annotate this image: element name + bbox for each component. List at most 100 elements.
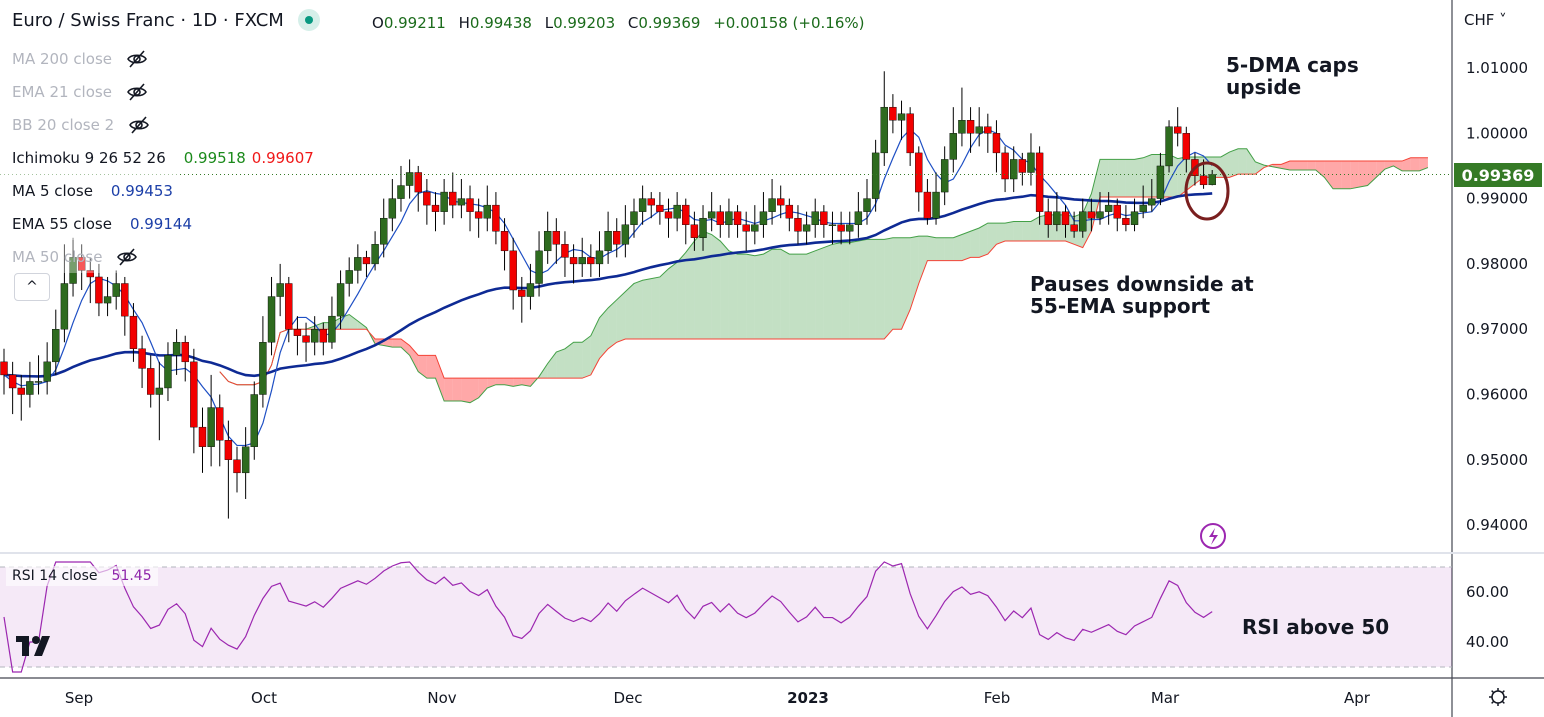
candle-body bbox=[310, 329, 319, 343]
legend-row[interactable]: MA 5 close 0.99453 bbox=[0, 174, 179, 207]
candle-body bbox=[975, 126, 983, 134]
candle-down bbox=[500, 218, 509, 271]
eye-off-icon[interactable] bbox=[126, 49, 148, 69]
rsi-label: RSI 14 close bbox=[12, 568, 98, 584]
cloud-segment bbox=[582, 335, 591, 379]
candle-down bbox=[569, 244, 578, 284]
candle-down bbox=[647, 192, 655, 219]
cloud-segment bbox=[1315, 161, 1325, 178]
candle-body bbox=[457, 198, 466, 206]
candle-down bbox=[190, 348, 198, 454]
candle-body bbox=[992, 133, 1001, 154]
high-key: H bbox=[458, 14, 470, 32]
candle-body bbox=[940, 159, 949, 193]
legend-label: EMA 21 close bbox=[12, 82, 112, 101]
legend-row[interactable]: BB 20 close 2 bbox=[0, 108, 157, 141]
candle-body bbox=[656, 204, 664, 212]
candle-body bbox=[880, 106, 888, 154]
legend-row[interactable]: EMA 21 close bbox=[0, 75, 154, 108]
candle-up bbox=[250, 381, 258, 460]
cloud-segment bbox=[823, 244, 833, 339]
legend-value: 0.99518 bbox=[183, 148, 246, 167]
candle-body bbox=[906, 113, 914, 154]
candle-down bbox=[785, 198, 794, 232]
candle-body bbox=[440, 191, 448, 212]
cloud-segment bbox=[867, 239, 876, 339]
cloud-segment bbox=[556, 348, 565, 379]
candle-up bbox=[267, 276, 276, 356]
lightning-icon-ring bbox=[1200, 523, 1226, 549]
candle-up bbox=[43, 342, 51, 395]
candle-down bbox=[889, 94, 897, 134]
cloud-segment bbox=[703, 231, 712, 339]
cloud-segment bbox=[608, 299, 617, 349]
candle-body bbox=[207, 407, 215, 447]
candle-body bbox=[164, 355, 172, 389]
cloud-segment bbox=[754, 254, 764, 339]
cloud-segment bbox=[444, 378, 453, 402]
candle-up bbox=[699, 205, 707, 251]
cloud-segment bbox=[1134, 157, 1144, 197]
candle-body bbox=[837, 224, 845, 232]
legend-row[interactable]: EMA 55 close 0.99144 bbox=[0, 207, 198, 240]
cloud-segment bbox=[452, 378, 462, 402]
candle-down bbox=[138, 335, 146, 388]
lightning-icon[interactable] bbox=[1200, 523, 1226, 549]
cloud-segment bbox=[1030, 216, 1040, 242]
candle-body bbox=[423, 191, 431, 206]
candle-down bbox=[587, 244, 595, 277]
candle-up bbox=[483, 185, 491, 232]
candle-body bbox=[474, 211, 483, 219]
collapse-legend-button[interactable]: ^ bbox=[14, 273, 50, 301]
candle-down bbox=[8, 361, 17, 415]
currency-selector[interactable]: CHF ˅ bbox=[1464, 11, 1507, 29]
candle-up bbox=[354, 244, 362, 284]
candle-up bbox=[380, 198, 388, 258]
candle-body bbox=[682, 204, 690, 225]
candle-up bbox=[673, 192, 681, 232]
legend-row[interactable]: Ichimoku 9 26 52 26 0.99518 0.99607 bbox=[0, 141, 320, 174]
candle-up bbox=[811, 198, 819, 238]
legend-row[interactable]: MA 50 close bbox=[0, 240, 145, 273]
candle-body bbox=[250, 394, 258, 447]
candle-body bbox=[112, 283, 120, 297]
candle-body bbox=[466, 198, 474, 212]
symbol-title[interactable]: Euro / Swiss Franc · 1D · FXCM bbox=[12, 9, 284, 31]
eye-off-icon[interactable] bbox=[128, 115, 150, 135]
cloud-segment bbox=[728, 250, 738, 339]
eye-off-icon[interactable] bbox=[116, 247, 138, 267]
candle-down bbox=[1122, 205, 1130, 232]
rsi-tick-label: 40.00 bbox=[1466, 633, 1509, 651]
candle-body bbox=[190, 361, 198, 428]
candle-up bbox=[975, 107, 983, 147]
candle-body bbox=[17, 387, 25, 395]
candle-down bbox=[984, 113, 992, 153]
candle-up bbox=[725, 198, 733, 238]
time-tick-label: Feb bbox=[984, 689, 1011, 707]
candle-body bbox=[871, 152, 880, 199]
eye-off-icon[interactable] bbox=[126, 82, 148, 102]
settings-gear-icon[interactable] bbox=[1489, 688, 1507, 706]
candle-up bbox=[854, 192, 863, 238]
legend-row[interactable]: MA 200 close bbox=[0, 42, 155, 75]
low-key: L bbox=[544, 14, 554, 32]
candle-body bbox=[1130, 211, 1139, 225]
candle-up bbox=[863, 179, 871, 225]
cloud-segment bbox=[892, 237, 902, 330]
candle-body bbox=[958, 120, 966, 134]
cloud-segment bbox=[1272, 164, 1282, 169]
candle-body bbox=[500, 231, 509, 252]
cloud-segment bbox=[910, 236, 919, 310]
candle-up bbox=[1148, 179, 1156, 212]
candle-body bbox=[716, 211, 724, 225]
candle-down bbox=[656, 192, 664, 225]
symbol-header[interactable]: Euro / Swiss Franc · 1D · FXCM bbox=[12, 9, 320, 31]
candle-up bbox=[1156, 152, 1165, 206]
cloud-segment bbox=[1376, 161, 1385, 178]
candle-down bbox=[509, 237, 517, 310]
cloud-segment bbox=[1246, 148, 1256, 175]
price-tick-label: 0.99000 bbox=[1466, 190, 1528, 208]
candle-up bbox=[759, 192, 768, 238]
candle-down bbox=[613, 218, 621, 258]
